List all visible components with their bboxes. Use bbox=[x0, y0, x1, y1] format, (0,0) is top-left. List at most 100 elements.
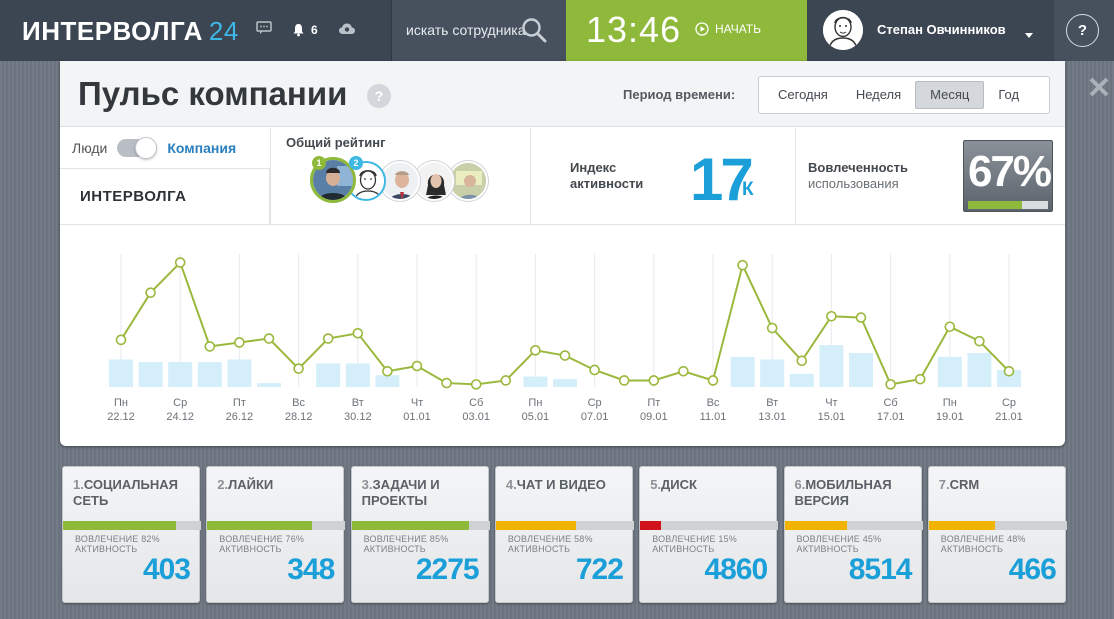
period-month[interactable]: Месяц bbox=[915, 81, 985, 109]
logo[interactable]: ИНТЕРВОЛГА 24 bbox=[22, 16, 239, 47]
divider bbox=[530, 128, 531, 225]
chart-tick-day: Вт bbox=[352, 397, 364, 409]
chart-point bbox=[1003, 365, 1015, 377]
chart-tick-day: Пт bbox=[233, 397, 246, 409]
chart-point bbox=[944, 321, 956, 333]
notifications-button[interactable]: 6 bbox=[292, 23, 318, 37]
tile-engagement-bar-fill bbox=[495, 521, 576, 530]
start-workday-button[interactable]: НАЧАТЬ bbox=[695, 22, 761, 36]
engagement-bar-fill bbox=[968, 201, 1022, 209]
tile-activity-value: 722 bbox=[575, 553, 624, 586]
toggle-people-label[interactable]: Люди bbox=[72, 140, 108, 156]
company-pulse-panel: Пульс компании ? Период времени: Сегодня… bbox=[60, 61, 1065, 446]
toggle-company-label[interactable]: Компания bbox=[167, 140, 237, 156]
chart-tick-day: Ср bbox=[1002, 397, 1016, 409]
tile-number: 7. bbox=[938, 477, 950, 492]
tile-activity-value: 348 bbox=[287, 553, 335, 586]
tile-engagement-text: ВОВЛЕЧЕНИЕ 76% bbox=[219, 534, 305, 544]
divider bbox=[270, 128, 271, 225]
chat-icon[interactable] bbox=[256, 21, 272, 38]
tile-activity-label: АКТИВНОСТЬ bbox=[940, 544, 1004, 554]
engagement-label: Вовлеченность использования bbox=[808, 160, 908, 192]
chart-bar bbox=[937, 356, 962, 387]
tile-title: 2.Лайки bbox=[217, 477, 337, 493]
chart-point bbox=[618, 375, 630, 386]
service-tile[interactable]: 6.Мобильная версия ВОВЛЕЧЕНИЕ 45% АКТИВНОС… bbox=[783, 466, 923, 603]
search-input[interactable] bbox=[406, 20, 526, 40]
help-button[interactable]: ? bbox=[1066, 14, 1099, 47]
chart-point bbox=[115, 334, 127, 346]
period-year[interactable]: Год bbox=[998, 87, 1020, 102]
chart-point bbox=[530, 345, 541, 356]
service-tile[interactable]: 1.Социальная сеть ВОВЛЕЧЕНИЕ 82% АКТИВНОСТ… bbox=[62, 466, 201, 603]
divider bbox=[795, 128, 796, 225]
chart-tick-day: Ср bbox=[173, 397, 187, 409]
cloud-icon[interactable] bbox=[338, 22, 356, 38]
service-tile[interactable]: 3.Задачи и проекты ВОВЛЕЧЕНИЕ 85% АКТИВНОС… bbox=[350, 466, 490, 603]
tile-engagement-text: ВОВЛЕЧЕНИЕ 45% bbox=[796, 534, 882, 544]
chart-tick-date: 24.12 bbox=[166, 411, 194, 423]
tile-engagement-text: ВОВЛЕЧЕНИЕ 85% bbox=[363, 534, 449, 544]
chart-tick-date: 30.12 bbox=[344, 411, 372, 423]
chart-bar bbox=[967, 352, 992, 387]
activity-chart: Пн 22.12 Ср 24.12 Пт 26.12 Вс 28.12 Вт 30.12 Чт 01.… bbox=[60, 226, 1065, 446]
rating-avatar-4[interactable] bbox=[414, 161, 454, 201]
rating-avatar-5[interactable] bbox=[448, 161, 488, 201]
chart-point bbox=[293, 363, 304, 374]
chart-bar bbox=[789, 373, 814, 387]
tile-title: 7.CRM bbox=[939, 477, 1059, 493]
chart-tick-date: 09.01 bbox=[640, 411, 668, 423]
people-company-switch[interactable] bbox=[117, 137, 158, 159]
service-tile[interactable]: 2.Лайки ВОВЛЕЧЕНИЕ 76% АКТИВНОСТЬ 348 bbox=[206, 466, 346, 603]
chart-bar bbox=[197, 362, 222, 387]
close-icon[interactable] bbox=[1088, 76, 1110, 98]
tile-engagement-bar bbox=[207, 521, 346, 530]
tile-name: Чат и видео bbox=[516, 477, 606, 492]
tile-title: 1.Социальная сеть bbox=[73, 477, 193, 509]
chart-tick-day: Сб bbox=[883, 397, 897, 409]
period-week[interactable]: Неделя bbox=[855, 87, 902, 102]
engagement-meter: 67% bbox=[963, 140, 1053, 212]
chart-tick-date: 17.01 bbox=[877, 411, 905, 423]
chart-bar bbox=[316, 363, 341, 387]
chart-tick-day: Сб bbox=[469, 397, 483, 409]
activity-index-label-line2: активности bbox=[570, 176, 644, 191]
chart-tick-day: Вс bbox=[707, 397, 720, 409]
chart-point bbox=[382, 365, 393, 377]
service-tile[interactable]: 7.CRM ВОВЛЕЧЕНИЕ 48% АКТИВНОСТЬ 466 bbox=[927, 466, 1067, 603]
help-block: ? bbox=[1054, 0, 1114, 61]
chart-bar bbox=[109, 359, 133, 387]
user-menu[interactable]: Степан Овчинников bbox=[807, 0, 1054, 61]
tile-activity-label: АКТИВНОСТЬ bbox=[507, 544, 571, 554]
title-help-button[interactable]: ? bbox=[367, 84, 391, 108]
chart-point bbox=[974, 335, 985, 347]
chart-tick-day: Вт bbox=[766, 397, 778, 409]
chart-tick-day: Вс bbox=[292, 397, 305, 409]
service-tile[interactable]: 5.Диск ВОВЛЕЧЕНИЕ 15% АКТИВНОСТЬ 4860 bbox=[639, 466, 779, 603]
tile-engagement-bar bbox=[351, 521, 490, 530]
tile-name: Лайки bbox=[228, 477, 274, 492]
rank-badge-1: 1 bbox=[312, 156, 326, 170]
rating-avatar-3[interactable] bbox=[380, 161, 420, 201]
chart-point bbox=[914, 373, 926, 385]
user-avatar bbox=[823, 10, 863, 50]
chart-tick-day: Пт bbox=[647, 397, 660, 409]
tile-activity-label: АКТИВНОСТЬ bbox=[796, 544, 859, 554]
tile-title: 5.Диск bbox=[650, 477, 770, 493]
service-tile[interactable]: 4.Чат и видео ВОВЛЕЧЕНИЕ 58% АКТИВНОСТЬ 722 bbox=[494, 466, 634, 603]
search-icon[interactable] bbox=[521, 17, 547, 48]
chart-tick-date: 21.01 bbox=[995, 411, 1023, 423]
chart-point bbox=[766, 322, 778, 334]
page-title: Пульс компании bbox=[78, 75, 348, 112]
engagement-label-sub: использования bbox=[808, 176, 899, 191]
chart-point bbox=[500, 375, 512, 386]
activity-index-value: 17 bbox=[690, 146, 754, 213]
tile-name: Диск bbox=[661, 477, 697, 492]
tile-engagement-bar-fill bbox=[351, 521, 469, 530]
tile-engagement-text: ВОВЛЕЧЕНИЕ 58% bbox=[507, 534, 593, 544]
chart-bar bbox=[997, 369, 1021, 387]
period-today[interactable]: Сегодня bbox=[778, 87, 828, 102]
tile-engagement-text: ВОВЛЕЧЕНИЕ 82% bbox=[75, 534, 160, 544]
chart-tick-date: 22.12 bbox=[107, 411, 135, 423]
chart-tick-date: 15.01 bbox=[818, 411, 846, 423]
